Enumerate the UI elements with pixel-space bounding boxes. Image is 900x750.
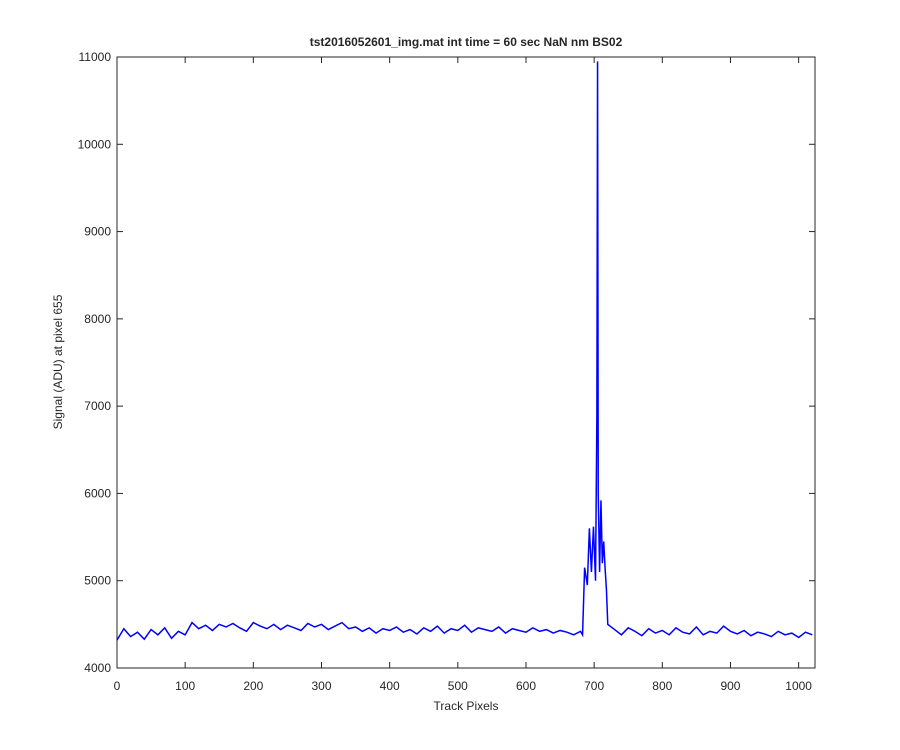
x-tick-label: 100: [175, 679, 195, 693]
x-tick-label: 500: [448, 679, 468, 693]
y-axis-label: Signal (ADU) at pixel 655: [51, 294, 65, 429]
x-tick-label: 900: [720, 679, 740, 693]
x-tick-label: 600: [516, 679, 536, 693]
plot-box: [116, 56, 816, 669]
chart-title: tst2016052601_img.mat int time = 60 sec …: [310, 35, 623, 49]
data-line: [116, 61, 813, 641]
y-tick-label: 4000: [84, 661, 111, 675]
x-tick-label: 700: [584, 679, 604, 693]
y-tick-label: 5000: [84, 574, 111, 588]
x-axis-label: Track Pixels: [434, 699, 499, 713]
x-tick-label: 400: [380, 679, 400, 693]
y-tick-label: 6000: [84, 486, 111, 500]
x-tick-label: 300: [311, 679, 331, 693]
x-tick-label: 0: [114, 679, 121, 693]
y-tick-label: 7000: [84, 399, 111, 413]
y-tick-label: 10000: [78, 137, 112, 151]
x-tick-label: 1000: [785, 679, 812, 693]
y-tick-label: 11000: [79, 50, 112, 64]
y-tick-label: 9000: [84, 225, 111, 239]
x-tick-label: 200: [243, 679, 263, 693]
x-tick-label: 800: [652, 679, 672, 693]
y-tick-label: 8000: [84, 312, 111, 326]
